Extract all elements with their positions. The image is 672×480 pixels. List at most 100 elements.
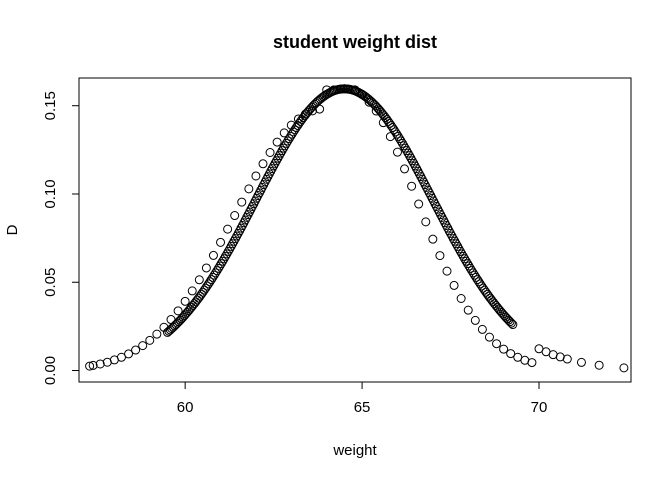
data-point <box>208 272 218 282</box>
data-point <box>397 138 407 148</box>
chart-title: student weight dist <box>273 32 437 52</box>
data-point <box>212 266 222 276</box>
data-point <box>138 341 148 351</box>
data-point <box>453 241 463 251</box>
data-point <box>194 275 204 285</box>
y-tick-label: 0.00 <box>42 356 59 385</box>
data-point <box>594 360 604 370</box>
data-point <box>450 236 460 246</box>
data-point <box>251 171 261 181</box>
data-point <box>88 360 98 370</box>
data-point <box>505 317 515 327</box>
data-point <box>152 329 162 339</box>
data-point <box>460 254 470 264</box>
data-point <box>400 164 410 174</box>
y-tick-label: 0.15 <box>42 91 59 120</box>
dense-points <box>162 84 518 337</box>
data-point <box>407 181 417 191</box>
data-point <box>454 244 464 254</box>
data-point <box>277 146 287 156</box>
data-point <box>124 349 134 359</box>
data-point <box>131 345 141 355</box>
data-point <box>421 217 431 227</box>
x-tick-label: 70 <box>531 399 548 416</box>
data-point <box>216 237 226 247</box>
data-point <box>442 266 452 276</box>
data-point <box>266 166 276 176</box>
data-point <box>284 134 294 144</box>
data-point <box>215 261 225 271</box>
data-point <box>230 211 240 221</box>
data-point <box>223 224 233 234</box>
data-point <box>395 134 405 144</box>
data-point <box>435 251 445 261</box>
data-point <box>477 324 487 334</box>
x-tick-label: 60 <box>177 399 194 416</box>
data-point <box>428 234 438 244</box>
data-point <box>619 363 629 373</box>
data-point <box>222 249 232 259</box>
data-point <box>173 306 183 316</box>
data-point <box>145 335 155 345</box>
data-point <box>180 296 190 306</box>
data-point <box>237 197 247 207</box>
data-point <box>447 231 457 241</box>
data-point <box>226 241 236 251</box>
data-point <box>95 359 105 369</box>
x-axis: 60 65 70 <box>177 381 548 416</box>
data-point <box>269 161 279 171</box>
data-point <box>209 270 219 280</box>
data-point <box>280 141 290 151</box>
data-point <box>470 270 480 280</box>
data-point <box>499 344 509 354</box>
data-point <box>270 158 280 168</box>
data-point <box>461 256 471 266</box>
data-point <box>272 137 282 147</box>
data-point <box>506 318 516 328</box>
data-point <box>456 294 466 303</box>
data-point <box>389 125 399 135</box>
data-point <box>470 315 480 325</box>
data-point <box>220 251 230 261</box>
data-point <box>448 234 458 244</box>
data-point <box>441 220 451 230</box>
data-point <box>229 236 239 246</box>
data-point <box>230 234 240 244</box>
data-point <box>225 244 235 254</box>
data-point <box>392 129 402 139</box>
data-point <box>463 259 473 269</box>
x-axis-label: weight <box>332 442 377 459</box>
y-axis-label: D <box>4 224 21 235</box>
data-point <box>258 159 268 169</box>
data-point <box>508 320 518 330</box>
data-point <box>279 143 289 153</box>
data-point <box>457 249 467 259</box>
data-point <box>206 275 216 285</box>
data-point <box>201 263 211 273</box>
data-point <box>444 226 454 236</box>
data-point <box>232 231 242 241</box>
data-point <box>527 358 537 368</box>
data-point <box>276 148 286 158</box>
data-point <box>213 263 223 273</box>
data-point <box>271 156 281 166</box>
data-point <box>413 166 423 176</box>
data-point <box>464 261 474 271</box>
data-point <box>205 277 215 287</box>
data-point <box>393 131 403 141</box>
data-point <box>274 151 284 161</box>
data-point <box>116 352 126 362</box>
data-point <box>402 146 412 156</box>
data-point <box>236 223 246 233</box>
data-point <box>562 354 572 364</box>
data-point <box>455 246 465 256</box>
data-point <box>412 164 422 174</box>
data-point <box>208 250 218 260</box>
data-point <box>233 228 243 238</box>
data-point <box>390 127 400 137</box>
data-point <box>286 131 296 141</box>
data-point <box>283 136 293 146</box>
points-layer <box>85 84 629 373</box>
x-tick-label: 65 <box>354 399 371 416</box>
